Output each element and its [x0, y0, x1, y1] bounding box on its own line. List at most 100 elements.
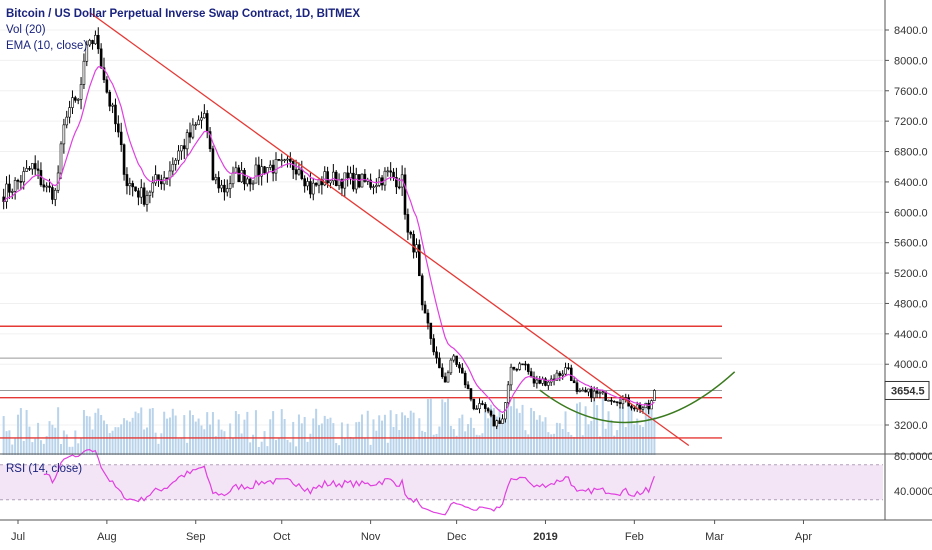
candle-body [372, 186, 375, 188]
candle-body [455, 355, 458, 365]
candle-body [389, 170, 392, 173]
volume-bar [392, 426, 395, 455]
candle-body [581, 389, 585, 392]
volume-bar [644, 401, 647, 455]
candle-body [498, 420, 501, 424]
volume-bar [395, 414, 398, 455]
volume-bar [329, 417, 332, 455]
cup-arc [539, 371, 736, 424]
candle-body [443, 376, 447, 383]
volume-bar [312, 418, 315, 455]
volume-bar [62, 430, 65, 455]
volume-bar [596, 405, 599, 455]
symbol-title[interactable]: Bitcoin / US Dollar Perpetual Inverse Sw… [6, 8, 361, 20]
volume-bar [157, 443, 160, 455]
candle-body [154, 174, 157, 184]
price-tick-label: 6800.0 [894, 147, 928, 159]
volume-bar [45, 436, 48, 455]
volume-bar [415, 439, 418, 455]
candle-body [481, 403, 484, 405]
volume-bar [447, 398, 450, 455]
volume-bar [598, 436, 601, 455]
candle-body [48, 185, 51, 188]
volume-bar [211, 412, 214, 455]
volume-bar [472, 427, 475, 455]
volume-bar [34, 438, 37, 455]
candle-body [122, 144, 126, 175]
candle-body [36, 168, 40, 171]
volume-bar [578, 402, 581, 455]
candle-body [486, 408, 490, 412]
candle-body [76, 99, 80, 101]
candle-body [383, 170, 387, 186]
candle-body [469, 388, 473, 400]
volume-bar [283, 419, 286, 455]
volume-bar [587, 424, 590, 455]
price-tick-label: 4400.0 [894, 329, 928, 341]
volume-bar [168, 417, 171, 455]
volume-bar [226, 439, 229, 455]
volume-bar [375, 430, 378, 455]
volume-bar [214, 436, 217, 455]
volume-bar [633, 424, 636, 455]
candle-body [515, 368, 519, 371]
candle-body [349, 172, 352, 179]
volume-bar [647, 402, 650, 455]
rsi-tick-label: 40.0000 [894, 486, 932, 498]
volume-bar [326, 418, 329, 455]
rsi-axis: 80.0000 40.0000 [894, 451, 932, 498]
volume-bar [5, 431, 8, 455]
candle-body [492, 414, 496, 427]
candle-body [65, 116, 69, 126]
candle-body [326, 171, 329, 184]
volume-bar [191, 414, 194, 455]
volume-bar [458, 418, 461, 455]
volume-bar [613, 435, 616, 455]
candle-body [432, 338, 435, 353]
volume-bar [91, 429, 94, 455]
rsi-indicator-label[interactable]: RSI (14, close) [6, 463, 83, 475]
candle-body [160, 179, 163, 185]
candle-body [363, 173, 367, 182]
candle-body [418, 244, 421, 277]
volume-bar [280, 409, 283, 455]
candle-body [194, 124, 198, 126]
candle-body [564, 367, 567, 375]
volume-bar [37, 422, 40, 455]
candle-body [246, 178, 249, 185]
volume-bar [386, 442, 389, 455]
volume-bar [332, 423, 335, 455]
rsi-band [0, 464, 883, 501]
candle-body [71, 97, 74, 108]
candle-body [475, 408, 478, 410]
volume-bar [246, 411, 249, 455]
volume-bar [512, 398, 515, 455]
candle-body [128, 183, 132, 187]
last-price-box [884, 380, 930, 400]
volume-indicator-label[interactable]: Vol (20) [6, 24, 46, 36]
candle-body [200, 117, 203, 121]
volume-bar [277, 438, 280, 455]
candle-body [420, 275, 424, 306]
candle-body [354, 174, 358, 190]
candle-body [22, 171, 26, 183]
volume-bar [131, 417, 134, 455]
candle-body [248, 178, 252, 185]
volume-bar [639, 425, 642, 455]
volume-bar [426, 399, 429, 455]
candle-body [440, 367, 444, 377]
time-tick-label: 2019 [533, 531, 557, 543]
candle-body [280, 159, 284, 162]
volume-bar [530, 407, 533, 455]
candle-body [575, 382, 579, 392]
candle-body [111, 104, 114, 107]
volume-bar [498, 408, 501, 455]
candle-body [220, 184, 223, 189]
ema-indicator-label[interactable]: EMA (10, close) [6, 40, 88, 52]
volume-bar [51, 424, 54, 455]
volume-bar [616, 430, 619, 455]
candle-body [595, 390, 599, 394]
candle-body [435, 351, 438, 359]
candle-body [332, 171, 335, 182]
